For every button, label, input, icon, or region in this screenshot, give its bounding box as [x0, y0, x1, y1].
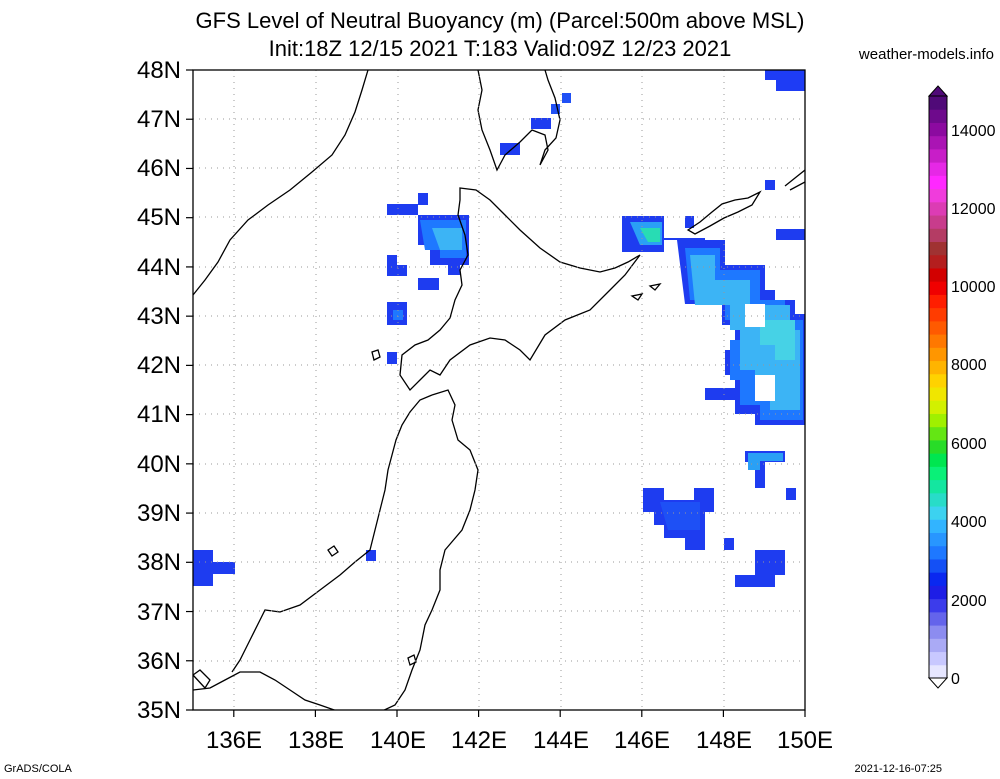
buoyancy-shading [193, 70, 805, 587]
colorbar-cell [929, 320, 947, 335]
colorbar-label: 10000 [951, 279, 996, 296]
colorbar-low-triangle [927, 677, 949, 689]
colorbar-cell [929, 400, 947, 414]
colorbar-cell [929, 466, 947, 481]
colorbar-cell [929, 611, 947, 626]
colorbar-label: 14000 [951, 123, 996, 140]
colorbar-cell [929, 492, 947, 507]
lon-label: 144E [533, 727, 589, 754]
colorbar-cell [929, 638, 947, 653]
colorbar-high-triangle [927, 85, 949, 97]
lat-label: 45N [137, 204, 181, 231]
colorbar-cell [929, 109, 947, 123]
footer-credit: GrADS/COLA [4, 763, 72, 775]
lon-label: 142E [451, 727, 507, 754]
lon-label: 140E [370, 727, 426, 754]
colorbar-cell [929, 307, 947, 322]
lon-label: 146E [614, 727, 670, 754]
axis-ticks [186, 69, 806, 717]
colorbar-cell [929, 558, 947, 573]
colorbar-cell [929, 439, 947, 454]
lat-label: 37N [137, 599, 181, 626]
graticule [193, 70, 805, 710]
colorbar-cell [929, 545, 947, 560]
site-credit: weather-models.info [858, 46, 994, 63]
lon-label: 150E [777, 727, 833, 754]
lon-label: 148E [696, 727, 752, 754]
colorbar-label: 0 [951, 671, 960, 688]
colorbar-label: 6000 [951, 436, 987, 453]
lat-label: 43N [137, 303, 181, 330]
colorbar-cell [929, 281, 947, 295]
colorbar-cell [929, 148, 947, 163]
lat-label: 47N [137, 106, 181, 133]
colorbar-cell [929, 135, 947, 150]
colorbar: 0 2000 4000 6000 8000 10000 12000 14000 [927, 85, 996, 689]
colorbar-cell [929, 519, 947, 533]
lon-label: 136E [206, 727, 262, 754]
colorbar-cell [929, 188, 947, 203]
lat-label: 38N [137, 549, 181, 576]
colorbar-cell [929, 241, 947, 256]
colorbar-cell [929, 360, 947, 375]
lat-label: 41N [137, 401, 181, 428]
map-frame [192, 69, 806, 711]
colorbar-label: 4000 [951, 514, 987, 531]
lat-label: 35N [137, 697, 181, 724]
colorbar-cell [929, 664, 947, 679]
lat-label: 40N [137, 451, 181, 478]
lat-label: 46N [137, 155, 181, 182]
lon-label: 138E [288, 727, 344, 754]
colorbar-cell [929, 267, 947, 282]
colorbar-cell [929, 347, 947, 362]
colorbar-cell [929, 162, 947, 176]
title-line-1: GFS Level of Neutral Buoyancy (m) (Parce… [195, 8, 805, 33]
lat-label: 36N [137, 648, 181, 675]
colorbar-label: 2000 [951, 593, 987, 610]
colorbar-cell [929, 387, 947, 401]
coastlines [193, 70, 805, 710]
title-line-2: Init:18Z 12/15 2021 T:183 Valid:09Z 12/2… [268, 36, 732, 61]
colorbar-cell [929, 572, 947, 586]
lat-label: 48N [137, 57, 181, 84]
colorbar-cell [929, 625, 947, 639]
colorbar-cell [929, 96, 947, 110]
colorbar-cell [929, 201, 947, 216]
colorbar-cell [929, 585, 947, 600]
colorbar-label: 12000 [951, 201, 996, 218]
colorbar-cell [929, 651, 947, 666]
colorbar-cell [929, 228, 947, 242]
latitude-labels: 35N 36N 37N 38N 39N 40N 41N 42N 43N 44N … [137, 57, 181, 724]
colorbar-cells [929, 96, 947, 679]
colorbar-cell [929, 215, 947, 229]
lat-label: 42N [137, 352, 181, 379]
colorbar-cell [929, 122, 947, 137]
colorbar-label: 8000 [951, 357, 987, 374]
colorbar-cell [929, 506, 947, 520]
colorbar-cell [929, 413, 947, 428]
footer-timestamp: 2021-12-16-07:25 [854, 763, 942, 775]
colorbar-cell [929, 598, 947, 613]
colorbar-frame [928, 95, 948, 679]
longitude-labels: 136E 138E 140E 142E 144E 146E 148E 150E [206, 727, 833, 754]
lat-label: 39N [137, 500, 181, 527]
colorbar-cell [929, 254, 947, 269]
lat-label: 44N [137, 254, 181, 281]
colorbar-cell [929, 175, 947, 190]
colorbar-cell [929, 426, 947, 441]
colorbar-cell [929, 373, 947, 388]
colorbar-cell [929, 453, 947, 467]
colorbar-cell [929, 479, 947, 494]
colorbar-cell [929, 532, 947, 547]
colorbar-cell [929, 294, 947, 309]
colorbar-cell [929, 334, 947, 348]
